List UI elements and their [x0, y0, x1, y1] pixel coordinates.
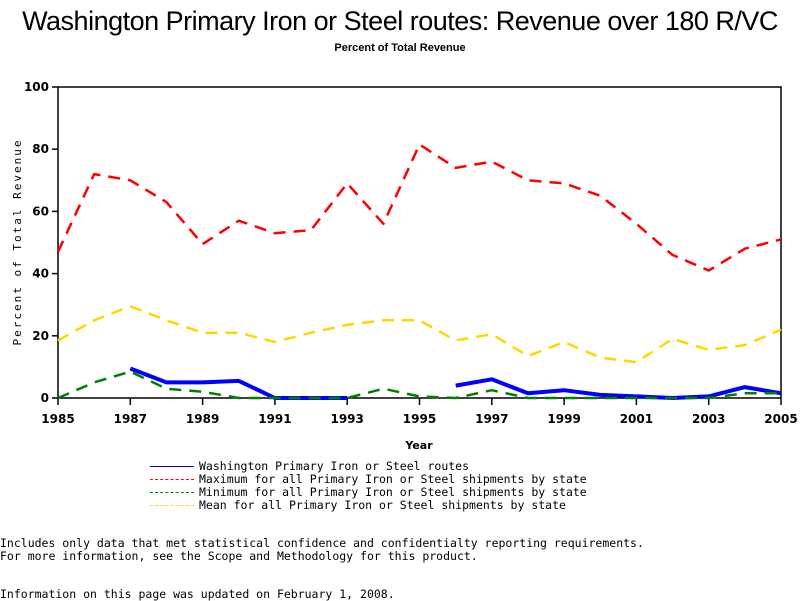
line-chart: 0 20 40 60 80 100 1985 1987 1989 1991 1993 1995 199…: [11, 80, 798, 452]
chart-subtitle: Percent of Total Revenue: [334, 42, 466, 54]
x-axis: 1985 1987 1989 1991 1993 1995 1997 1999 2001 2003…: [41, 398, 798, 426]
legend-swatch-maximum: [150, 479, 194, 480]
footnote-updated: Information on this page was updated on …: [0, 587, 395, 601]
x-tick-label: 1993: [330, 412, 363, 426]
legend-swatch-minimum: [150, 492, 194, 493]
x-tick-label: 2003: [692, 412, 725, 426]
legend-label: Washington Primary Iron or Steel routes: [199, 459, 470, 473]
y-tick-label: 100: [24, 80, 49, 94]
y-tick-label: 20: [32, 329, 49, 343]
x-tick-label: 1995: [403, 412, 436, 426]
series-line-mean: [57, 305, 782, 364]
x-tick-label: 1997: [475, 412, 508, 426]
x-tick-label: 2001: [620, 412, 653, 426]
y-tick-label: 40: [32, 267, 49, 281]
series-line-minimum: [57, 370, 781, 400]
footnote-confidence: Includes only data that met statistical …: [0, 536, 644, 550]
y-tick-label: 60: [32, 204, 49, 218]
legend-item-mean: Mean for all Primary Iron or Steel shipm…: [150, 499, 587, 512]
legend-label: Maximum for all Primary Iron or Steel sh…: [199, 472, 587, 486]
legend-label: Mean for all Primary Iron or Steel shipm…: [199, 498, 566, 512]
y-axis-title: Percent of Total Revenue: [11, 139, 24, 346]
chart-title: Washington Primary Iron or Steel routes:…: [22, 6, 778, 36]
series-layer: [56, 143, 782, 400]
y-tick-label: 0: [41, 391, 49, 405]
legend-item-minimum: Minimum for all Primary Iron or Steel sh…: [150, 486, 587, 499]
legend-item-washington: Washington Primary Iron or Steel routes: [150, 460, 587, 473]
footnote-methodology: For more information, see the Scope and …: [0, 549, 478, 563]
x-tick-label: 1989: [186, 412, 219, 426]
x-tick-label: 1987: [114, 412, 147, 426]
series-line-maximum: [56, 143, 782, 272]
x-tick-label: 1991: [258, 412, 291, 426]
legend-item-maximum: Maximum for all Primary Iron or Steel sh…: [150, 473, 587, 486]
x-tick-label: 2005: [764, 412, 797, 426]
y-tick-label: 80: [32, 142, 49, 156]
plot-frame: [57, 86, 782, 399]
x-axis-title: Year: [404, 439, 433, 452]
x-tick-label: 1985: [41, 412, 74, 426]
legend: Washington Primary Iron or Steel routes M…: [150, 460, 587, 512]
y-axis: 0 20 40 60 80 100: [24, 80, 58, 405]
series-line-washington: [129, 366, 348, 400]
legend-label: Minimum for all Primary Iron or Steel sh…: [199, 485, 587, 499]
series-line-washington: [455, 377, 782, 400]
legend-swatch-washington: [150, 466, 194, 467]
legend-swatch-mean: [150, 505, 194, 506]
x-tick-label: 1999: [547, 412, 580, 426]
